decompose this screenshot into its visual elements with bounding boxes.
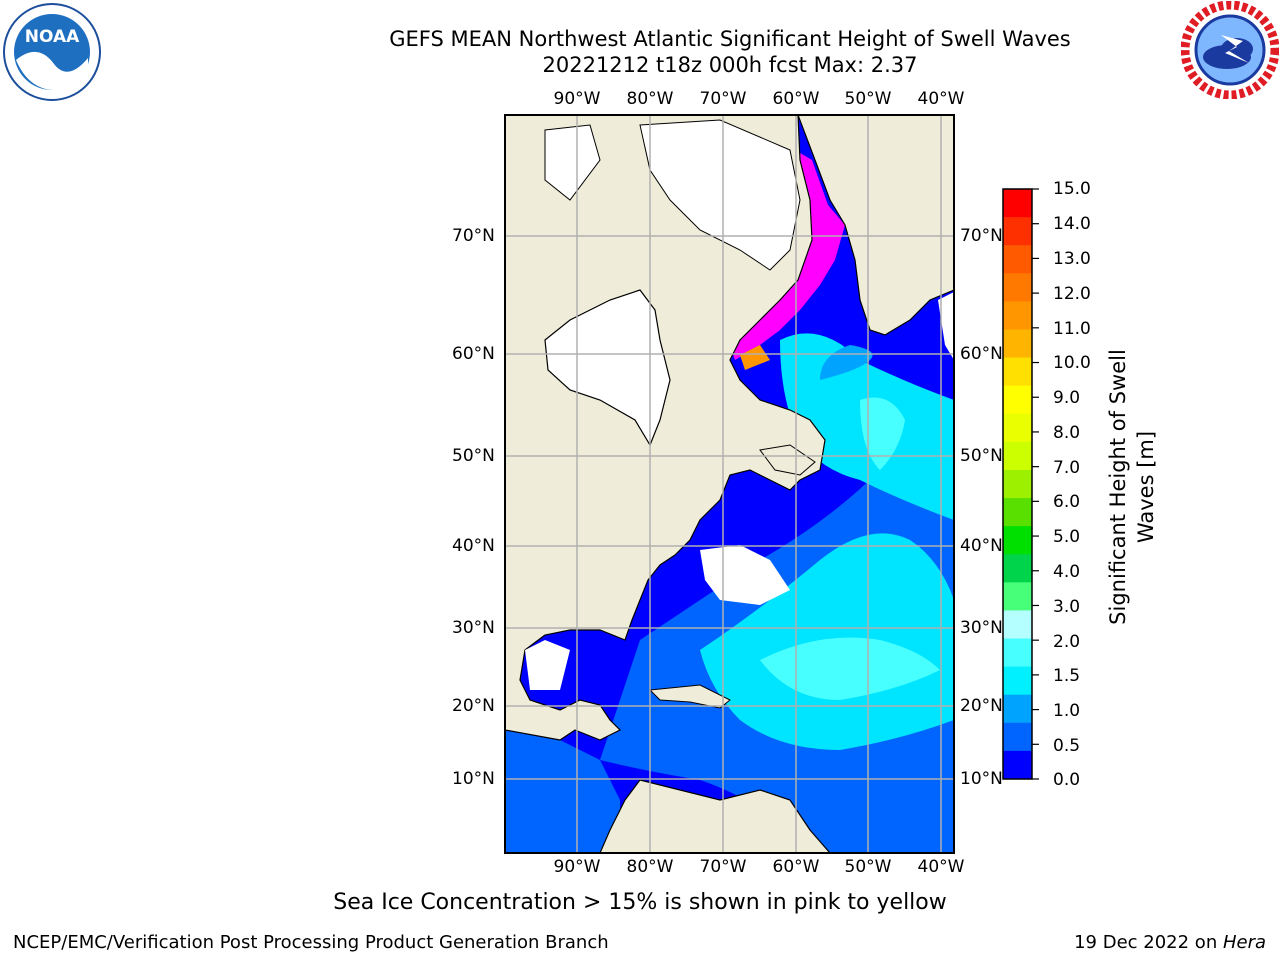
swell-band-caribbean-south (505, 730, 620, 853)
colorbar-segment (1003, 413, 1032, 443)
map-frame (504, 114, 955, 854)
lat-label-right: 40°N (960, 536, 1003, 556)
lon-label-top: 90°W (553, 89, 601, 109)
lon-label-bottom: 90°W (553, 857, 601, 877)
colorbar-segment (1003, 498, 1032, 527)
sea-ice-band (725, 150, 845, 360)
lat-label-right: 30°N (960, 618, 1003, 638)
colorbar-tick-label: 11.0 (1053, 319, 1091, 339)
chart-title: GEFS MEAN Northwest Atlantic Significant… (389, 27, 1071, 51)
lat-label-right: 50°N (960, 446, 1003, 466)
north-america-land (505, 115, 826, 741)
colorbar-segment (1003, 722, 1032, 752)
colorbar-tick-label: 13.0 (1053, 249, 1091, 269)
lon-label-top: 80°W (626, 89, 674, 109)
lon-label-bottom: 50°W (844, 857, 892, 877)
colorbar-segment (1003, 189, 1032, 218)
cuba-land (648, 684, 731, 709)
colorbar (1003, 188, 1039, 780)
colorbar-segment (1003, 582, 1032, 611)
lon-label-bottom: 70°W (699, 857, 747, 877)
map-gridlines (505, 115, 954, 853)
colorbar-segment (1003, 441, 1032, 471)
lat-label-right: 60°N (960, 344, 1003, 364)
lat-label-left: 20°N (452, 696, 495, 716)
colorbar-tick-label: 2.0 (1053, 632, 1081, 652)
colorbar-segment (1003, 694, 1032, 724)
lat-label-left: 70°N (452, 226, 495, 246)
gulf-coast-no-data (525, 640, 570, 690)
lat-label-right: 20°N (960, 696, 1003, 716)
sea-ice-note: Sea Ice Concentration > 15% is shown in … (333, 890, 947, 915)
lat-label-left: 40°N (452, 536, 495, 556)
colorbar-tick-label: 14.0 (1053, 214, 1091, 234)
lat-label-left: 60°N (452, 344, 495, 364)
colorbar-segment (1003, 526, 1032, 555)
colorbar-segment (1003, 273, 1032, 302)
colorbar-tick-label: 8.0 (1053, 423, 1081, 443)
lat-label-left: 30°N (452, 618, 495, 638)
colorbar-title: Significant Height of Swell Waves [m] (1106, 349, 1158, 625)
colorbar-tick-label: 7.0 (1053, 458, 1081, 478)
lon-label-top: 50°W (844, 89, 892, 109)
arctic-no-data (639, 119, 801, 271)
footer-date: 19 Dec 2022 on Hera (1074, 932, 1266, 953)
chart-subtitle: 20221212 t18z 000h fcst Max: 2.37 (542, 53, 918, 77)
colorbar-segment (1003, 301, 1032, 330)
colorbar-tick-label: 9.0 (1053, 388, 1081, 408)
lon-label-top: 60°W (772, 89, 820, 109)
noaa-logo: NOAA (3, 3, 101, 101)
lat-label-left: 50°N (452, 446, 495, 466)
colorbar-tick-label: 5.0 (1053, 527, 1081, 547)
footer-date-text: 19 Dec 2022 on (1074, 932, 1223, 953)
colorbar-tick-label: 12.0 (1053, 284, 1091, 304)
colorbar-segment (1003, 385, 1032, 415)
south-america-land (599, 779, 831, 853)
lon-label-bottom: 40°W (917, 857, 965, 877)
colorbar-segment (1003, 666, 1032, 696)
greenland-land (797, 115, 954, 336)
colorbar-segment (1003, 217, 1032, 246)
colorbar-segment (1003, 357, 1032, 387)
nws-logo (1181, 1, 1279, 99)
colorbar-tick-label: 0.5 (1053, 736, 1081, 756)
lat-label-left: 10°N (452, 769, 495, 789)
colorbar-segment (1003, 245, 1032, 274)
colorbar-segment (1003, 750, 1032, 780)
swell-band-peak-north (860, 397, 905, 470)
colorbar-segment (1003, 610, 1032, 640)
colorbar-segment (1003, 638, 1032, 668)
lat-label-right: 10°N (960, 769, 1003, 789)
footer-credit: NCEP/EMC/Verification Post Processing Pr… (13, 932, 609, 953)
colorbar-segment (1003, 469, 1032, 499)
colorbar-tick-label: 10.0 (1053, 353, 1091, 373)
colorbar-segment (1003, 554, 1032, 583)
colorbar-tick-label: 1.5 (1053, 666, 1081, 686)
lon-label-top: 40°W (917, 89, 965, 109)
colorbar-tick-label: 15.0 (1053, 179, 1091, 199)
noaa-logo-text: NOAA (25, 27, 80, 47)
lon-label-bottom: 80°W (626, 857, 674, 877)
colorbar-tick-label: 4.0 (1053, 562, 1081, 582)
lon-label-bottom: 60°W (772, 857, 820, 877)
footer-host: Hera (1222, 932, 1266, 953)
colorbar-tick-label: 0.0 (1053, 770, 1081, 790)
colorbar-tick-label: 6.0 (1053, 492, 1081, 512)
swell-band-peak (760, 637, 940, 700)
colorbar-segment (1003, 329, 1032, 359)
lat-label-right: 70°N (960, 226, 1003, 246)
colorbar-tick-label: 3.0 (1053, 597, 1081, 617)
newfoundland-land (759, 444, 816, 476)
lon-label-top: 70°W (699, 89, 747, 109)
map-panel (505, 115, 954, 853)
colorbar-tick-label: 1.0 (1053, 701, 1081, 721)
colorbar-frame (1002, 188, 1033, 780)
